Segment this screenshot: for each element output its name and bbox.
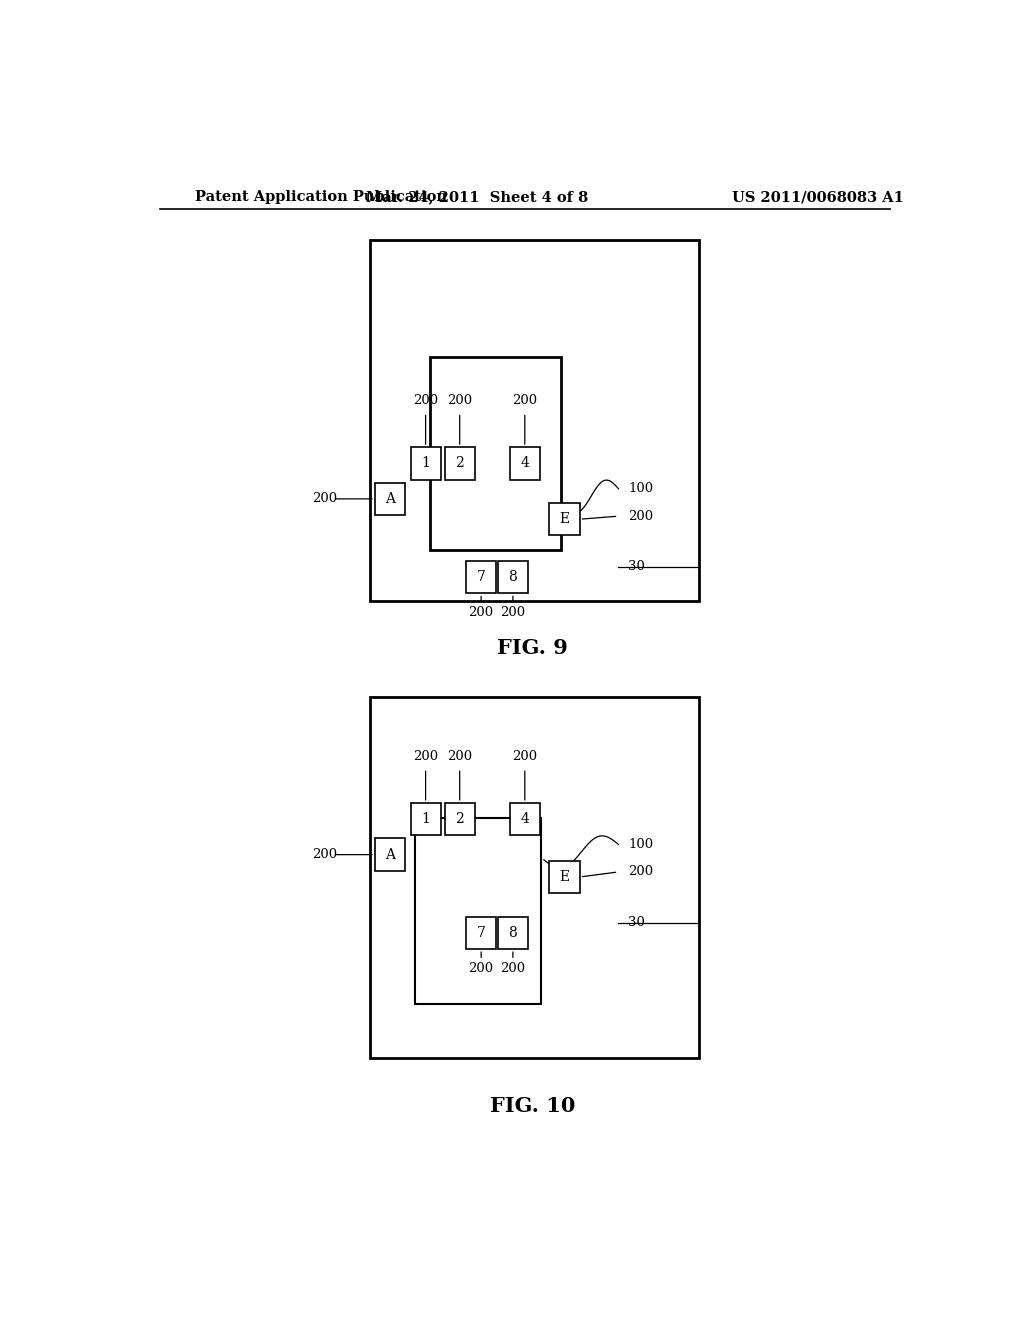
Bar [466, 561, 497, 594]
Text: 8: 8 [509, 570, 517, 585]
Text: FIG. 9: FIG. 9 [498, 639, 568, 659]
Text: 200: 200 [312, 492, 337, 506]
Bar [411, 447, 440, 479]
Text: 200: 200 [628, 510, 653, 523]
Bar [416, 818, 541, 1005]
Text: 200: 200 [501, 606, 525, 619]
Bar [370, 240, 699, 601]
Text: 2: 2 [456, 457, 464, 470]
Text: E: E [559, 870, 569, 884]
Text: 200: 200 [447, 750, 472, 763]
Bar [444, 447, 475, 479]
Text: 200: 200 [447, 393, 472, 407]
Text: 30: 30 [628, 916, 645, 929]
Bar [550, 503, 580, 536]
Bar [510, 447, 540, 479]
Text: 8: 8 [509, 925, 517, 940]
Text: 7: 7 [477, 925, 485, 940]
Bar [370, 697, 699, 1057]
Text: 100: 100 [628, 838, 653, 851]
Text: 2: 2 [456, 812, 464, 826]
Text: 200: 200 [628, 866, 653, 878]
Text: FIG. 10: FIG. 10 [490, 1096, 575, 1115]
Bar [466, 916, 497, 949]
Bar [444, 803, 475, 836]
Text: E: E [559, 512, 569, 527]
Text: 200: 200 [469, 962, 494, 975]
Text: 200: 200 [501, 962, 525, 975]
Text: 7: 7 [477, 570, 485, 585]
Bar [430, 356, 560, 549]
Bar [498, 916, 528, 949]
Text: 1: 1 [421, 457, 430, 470]
Text: 200: 200 [512, 750, 538, 763]
Bar [375, 838, 404, 871]
Text: 100: 100 [628, 482, 653, 495]
Bar [375, 483, 404, 515]
Text: Patent Application Publication: Patent Application Publication [196, 190, 447, 205]
Text: A: A [385, 847, 395, 862]
Text: 200: 200 [469, 606, 494, 619]
Text: 30: 30 [628, 561, 645, 573]
Bar [550, 861, 580, 894]
Text: 200: 200 [512, 393, 538, 407]
Text: 200: 200 [312, 849, 337, 861]
Text: 200: 200 [413, 750, 438, 763]
Text: 200: 200 [413, 393, 438, 407]
Text: Mar. 24, 2011  Sheet 4 of 8: Mar. 24, 2011 Sheet 4 of 8 [366, 190, 589, 205]
Text: A: A [385, 492, 395, 506]
Text: 1: 1 [421, 812, 430, 826]
Bar [498, 561, 528, 594]
Text: 4: 4 [520, 812, 529, 826]
Bar [411, 803, 440, 836]
Text: US 2011/0068083 A1: US 2011/0068083 A1 [732, 190, 904, 205]
Bar [510, 803, 540, 836]
Text: 4: 4 [520, 457, 529, 470]
